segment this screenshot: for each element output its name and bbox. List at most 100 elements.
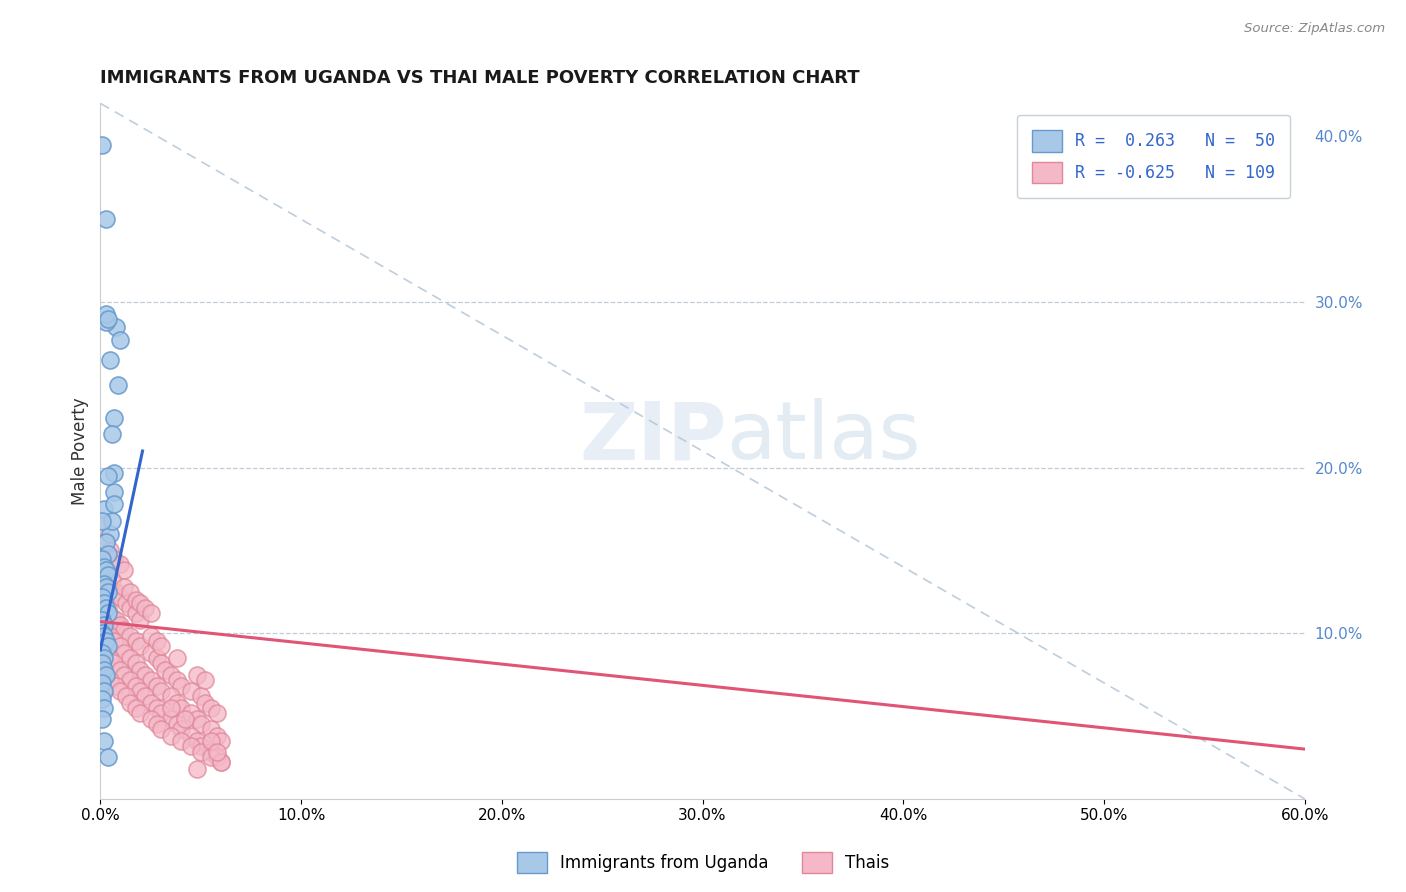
Point [91, 676, 114, 690]
Point [105, 618, 128, 632]
Point [169, 679, 191, 693]
Point [129, 706, 152, 720]
Point [205, 706, 228, 720]
Point [96, 634, 118, 648]
Point [100, 651, 122, 665]
Point [91, 613, 114, 627]
Point [139, 630, 162, 644]
Point [97, 640, 120, 654]
Point [173, 712, 195, 726]
Point [125, 607, 148, 621]
Point [107, 377, 129, 392]
Point [93, 700, 115, 714]
Point [93, 663, 115, 677]
Point [159, 729, 181, 743]
Point [169, 723, 191, 737]
Point [125, 679, 148, 693]
Point [91, 514, 114, 528]
Point [166, 673, 188, 687]
Point [129, 663, 152, 677]
Point [149, 640, 172, 654]
Point [169, 734, 191, 748]
Point [101, 427, 124, 442]
Point [159, 700, 181, 714]
Point [96, 667, 118, 681]
Point [153, 663, 176, 677]
Point [120, 696, 142, 710]
Point [114, 623, 136, 637]
Point [190, 739, 212, 753]
Point [129, 684, 152, 698]
Point [139, 607, 162, 621]
Point [125, 634, 148, 648]
Point [93, 623, 115, 637]
Point [97, 607, 120, 621]
Point [93, 651, 115, 665]
Legend: R =  0.263   N =  50, R = -0.625   N = 109: R = 0.263 N = 50, R = -0.625 N = 109 [1017, 115, 1291, 198]
Point [101, 514, 124, 528]
Point [139, 712, 162, 726]
Point [105, 679, 128, 693]
Point [200, 734, 222, 748]
Point [145, 634, 167, 648]
Point [145, 679, 167, 693]
Point [103, 551, 125, 566]
Point [166, 651, 188, 665]
Point [200, 700, 222, 714]
Point [93, 560, 115, 574]
Point [159, 689, 181, 703]
Point [120, 673, 142, 687]
Point [110, 557, 132, 571]
Point [110, 590, 132, 604]
Point [166, 696, 188, 710]
Point [145, 700, 167, 714]
Point [125, 593, 148, 607]
Point [101, 573, 124, 587]
Point [180, 739, 202, 753]
Point [110, 640, 132, 654]
Point [149, 723, 172, 737]
Point [149, 656, 172, 670]
Point [97, 750, 120, 764]
Point [100, 526, 122, 541]
Point [96, 563, 118, 577]
Point [190, 717, 212, 731]
Point [205, 750, 228, 764]
Point [91, 518, 114, 533]
Point [100, 630, 122, 644]
Point [93, 573, 115, 587]
Point [186, 762, 208, 776]
Point [120, 601, 142, 615]
Point [93, 502, 115, 516]
Point [93, 576, 115, 591]
Point [93, 596, 115, 610]
Point [93, 596, 115, 610]
Point [169, 700, 191, 714]
Point [180, 729, 202, 743]
Point [115, 596, 138, 610]
Point [114, 580, 136, 594]
Point [209, 734, 232, 748]
Point [205, 729, 228, 743]
Point [91, 646, 114, 660]
Point [125, 656, 148, 670]
Point [96, 601, 118, 615]
Point [186, 734, 208, 748]
Point [110, 333, 132, 347]
Point [97, 311, 120, 326]
Point [103, 656, 125, 670]
Point [200, 745, 222, 759]
Point [101, 609, 124, 624]
Text: atlas: atlas [727, 398, 921, 476]
Point [103, 466, 125, 480]
Point [149, 684, 172, 698]
Point [96, 535, 118, 549]
Point [134, 667, 156, 681]
Point [110, 618, 132, 632]
Point [129, 613, 152, 627]
Point [110, 684, 132, 698]
Point [100, 353, 122, 368]
Point [190, 689, 212, 703]
Point [93, 630, 115, 644]
Point [93, 646, 115, 660]
